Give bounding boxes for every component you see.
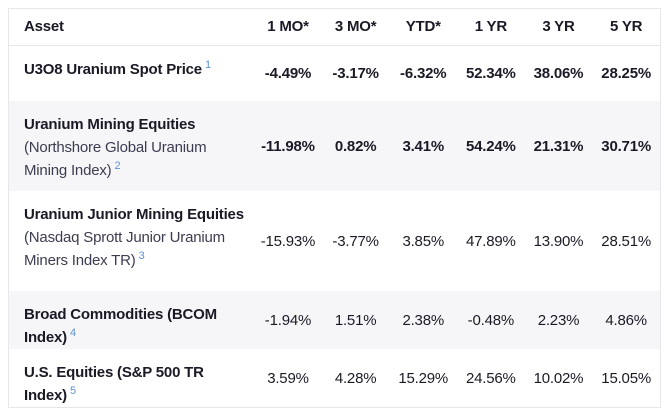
value-cell: -3.77% [332, 232, 379, 250]
asset-subtitle-text: (Northshore Global Uranium Mining Index) [24, 139, 207, 179]
footnote-ref-3[interactable]: 3 [138, 250, 145, 262]
column-header-1mo: 1 MO* [254, 9, 322, 46]
value-cell: 10.02% [533, 369, 584, 387]
value-cell: 28.51% [601, 232, 651, 250]
value-cell: 4.86% [605, 311, 647, 329]
value-cell: 28.25% [601, 64, 651, 82]
column-header-5yr: 5 YR [592, 9, 660, 46]
asset-subtitle: (Nasdaq Sprott Junior Uranium Miners Ind… [24, 226, 244, 272]
value-cell: 54.24% [466, 137, 516, 155]
table-row-us-equities: U.S. Equities (S&P 500 TR Index) 5 3.59% … [9, 349, 660, 407]
asset-subtitle: (Northshore Global Uranium Mining Index)… [24, 136, 244, 182]
asset-title: Uranium Junior Mining Equities [24, 206, 244, 223]
footnote-ref-1[interactable]: 1 [204, 58, 211, 71]
column-header-3mo: 3 MO* [321, 9, 390, 46]
table-row-uranium-mining-equities: Uranium Mining Equities (Northshore Glob… [9, 101, 660, 191]
value-cell: -0.48% [467, 311, 515, 329]
value-cell: 2.38% [402, 311, 444, 329]
value-cell: -4.49% [264, 64, 312, 82]
asset-title: Broad Commodities (BCOM Index) [24, 306, 217, 346]
table-row-uranium-junior-mining-equities: Uranium Junior Mining Equities (Nasdaq S… [9, 191, 660, 291]
value-cell: 52.34% [466, 64, 516, 82]
asset-label-cell: U.S. Equities (S&P 500 TR Index) 5 [9, 349, 254, 407]
value-cell: 1.51% [334, 311, 377, 329]
value-cell: 13.90% [533, 232, 584, 250]
footnote-ref-2[interactable]: 2 [114, 160, 121, 172]
value-cell: -6.32% [400, 64, 447, 82]
performance-table: Asset 1 MO* 3 MO* YTD* 1 YR 3 YR 5 YR U3… [8, 8, 661, 408]
value-cell: -11.98% [261, 137, 315, 155]
column-header-ytd: YTD* [389, 9, 458, 46]
value-cell: 2.23% [537, 311, 580, 329]
value-cell: 0.82% [334, 137, 377, 155]
value-cell: -3.17% [332, 64, 379, 82]
value-cell: 21.31% [533, 137, 584, 155]
header-row: Asset 1 MO* 3 MO* YTD* 1 YR 3 YR 5 YR [9, 9, 660, 46]
value-cell: 38.06% [533, 64, 584, 82]
value-cell: 24.56% [466, 369, 516, 387]
value-cell: 30.71% [601, 137, 651, 155]
value-cell: 3.59% [267, 369, 309, 387]
column-header-1yr: 1 YR [457, 9, 525, 46]
asset-title: Uranium Mining Equities [24, 116, 196, 133]
table-row-broad-commodities: Broad Commodities (BCOM Index) 4 -1.94% 1… [9, 291, 660, 349]
value-cell: 3.41% [402, 137, 444, 155]
asset-label-cell: Broad Commodities (BCOM Index) 4 [9, 291, 254, 349]
value-cell: 15.05% [601, 369, 651, 387]
footnote-ref-4[interactable]: 4 [69, 327, 76, 339]
column-header-3yr: 3 YR [524, 9, 593, 46]
asset-label-cell: Uranium Mining Equities (Northshore Glob… [9, 101, 254, 191]
value-cell: 15.29% [398, 369, 449, 387]
table-row-u3o8-spot: U3O8 Uranium Spot Price 1 -4.49% -3.17% -… [9, 45, 660, 101]
value-cell: 3.85% [402, 232, 444, 250]
value-cell: 47.89% [466, 232, 516, 250]
asset-title: U3O8 Uranium Spot Price [24, 60, 202, 78]
asset-label-cell: U3O8 Uranium Spot Price 1 [9, 45, 254, 101]
value-cell: 4.28% [334, 369, 377, 387]
column-header-asset: Asset [9, 9, 255, 46]
asset-subtitle-text: (Nasdaq Sprott Junior Uranium Miners Ind… [24, 229, 225, 269]
asset-title: U.S. Equities (S&P 500 TR Index) [24, 364, 204, 404]
value-cell: -1.94% [264, 311, 312, 329]
footnote-ref-5[interactable]: 5 [69, 385, 76, 397]
value-cell: -15.93% [260, 232, 316, 250]
asset-label-cell: Uranium Junior Mining Equities (Nasdaq S… [9, 191, 254, 291]
